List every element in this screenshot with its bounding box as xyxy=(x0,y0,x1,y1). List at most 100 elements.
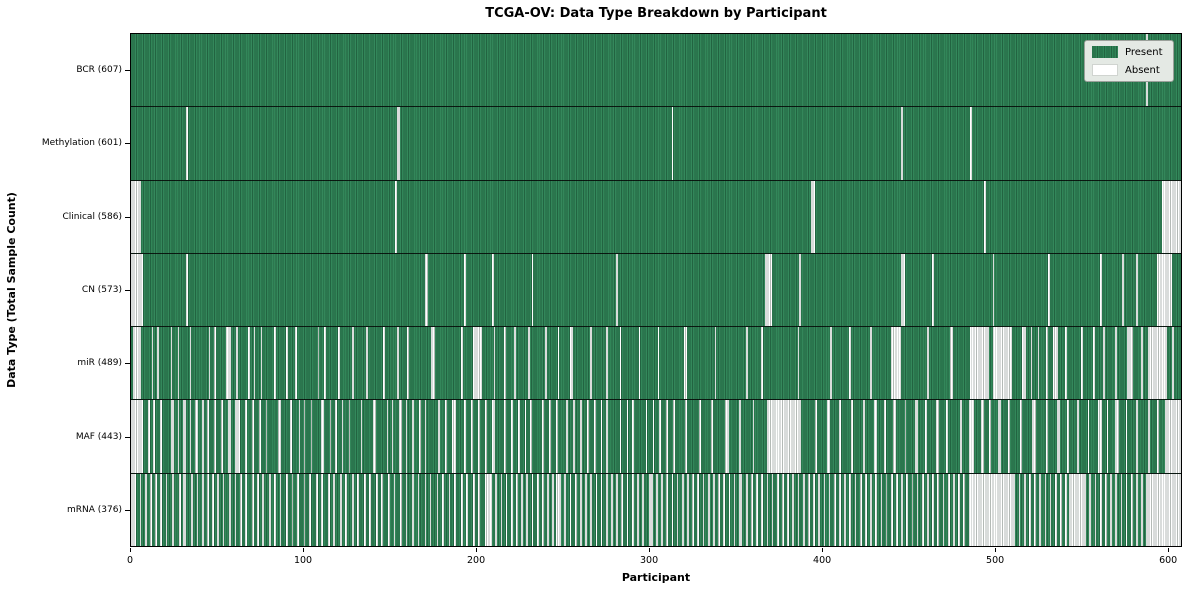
absent-segment xyxy=(265,400,268,473)
absent-segment xyxy=(1053,327,1059,400)
absent-segment xyxy=(1172,327,1175,400)
absent-segment xyxy=(398,400,403,473)
absent-segment xyxy=(718,473,720,546)
absent-segment xyxy=(1127,327,1133,400)
absent-segment xyxy=(692,473,694,546)
x-tick-mark xyxy=(476,548,477,552)
absent-segment xyxy=(1046,327,1048,400)
absent-segment xyxy=(277,400,282,473)
absent-segment xyxy=(657,327,660,400)
absent-segment xyxy=(510,473,513,546)
absent-segment xyxy=(1106,400,1109,473)
absent-segment xyxy=(619,327,622,400)
absent-segment xyxy=(338,327,340,400)
absent-segment xyxy=(478,473,480,546)
absent-segment xyxy=(1120,473,1123,546)
absent-segment xyxy=(529,400,532,473)
absent-segment xyxy=(1018,473,1021,546)
absent-segment xyxy=(813,473,815,546)
absent-segment xyxy=(870,473,872,546)
absent-segment xyxy=(761,327,764,400)
absent-segment xyxy=(946,400,948,473)
absent-segment xyxy=(206,400,209,473)
absent-segment xyxy=(586,400,589,473)
absent-segment xyxy=(177,400,180,473)
absent-segment xyxy=(787,473,789,546)
absent-segment xyxy=(1105,473,1107,546)
absent-segment xyxy=(833,473,836,546)
absent-segment xyxy=(274,327,277,400)
absent-segment xyxy=(671,107,674,180)
absent-segment xyxy=(320,400,325,473)
absent-segment xyxy=(531,253,534,327)
y-tick-mark xyxy=(125,143,130,144)
absent-segment xyxy=(419,400,422,473)
legend-item-absent: Absent xyxy=(1092,64,1166,76)
absent-segment xyxy=(854,473,857,546)
absent-segment xyxy=(590,473,593,546)
absent-segment xyxy=(904,400,907,473)
x-tick-mark xyxy=(995,548,996,552)
absent-segment xyxy=(756,473,758,546)
absent-segment xyxy=(526,473,529,546)
absent-segment xyxy=(573,400,575,473)
present-swatch-icon xyxy=(1092,46,1118,58)
absent-segment xyxy=(360,400,363,473)
absent-segment xyxy=(417,473,420,546)
absent-segment xyxy=(750,473,753,546)
absent-segment xyxy=(626,400,629,473)
absent-segment xyxy=(156,327,159,400)
absent-segment xyxy=(830,327,833,400)
absent-segment xyxy=(510,400,513,473)
absent-segment xyxy=(992,327,1012,400)
absent-segment xyxy=(279,473,282,546)
absent-segment xyxy=(131,253,144,327)
absent-segment xyxy=(504,400,506,473)
absent-segment xyxy=(947,473,950,546)
chart-title: TCGA-OV: Data Type Breakdown by Particip… xyxy=(485,6,827,21)
absent-segment xyxy=(595,473,598,546)
legend-label-present: Present xyxy=(1125,46,1163,58)
absent-segment xyxy=(341,400,344,473)
absent-segment xyxy=(504,327,506,400)
absent-segment xyxy=(295,327,297,400)
absent-segment xyxy=(352,473,354,546)
absent-segment xyxy=(206,473,209,546)
absent-segment xyxy=(849,473,852,546)
absent-segment xyxy=(883,400,886,473)
absent-segment xyxy=(441,473,444,546)
absent-segment xyxy=(600,400,603,473)
absent-segment xyxy=(970,107,973,180)
absent-segment xyxy=(531,473,534,546)
absent-segment xyxy=(797,473,800,546)
x-tick-label: 300 xyxy=(640,555,659,566)
absent-segment xyxy=(1130,473,1133,546)
absent-segment xyxy=(828,473,831,546)
absent-segment xyxy=(485,400,487,473)
absent-segment xyxy=(179,473,182,546)
absent-segment xyxy=(659,400,662,473)
absent-segment xyxy=(251,400,254,473)
absent-segment xyxy=(258,400,261,473)
absent-segment xyxy=(160,400,163,473)
absent-segment xyxy=(844,473,846,546)
absent-segment xyxy=(383,327,385,400)
absent-segment xyxy=(253,327,256,400)
x-tick-mark xyxy=(649,548,650,552)
absent-segment xyxy=(244,473,247,546)
absent-segment xyxy=(452,400,456,473)
absent-segment xyxy=(1023,473,1026,546)
x-tick-label: 400 xyxy=(813,555,832,566)
absent-segment xyxy=(491,400,496,473)
absent-segment xyxy=(745,327,748,400)
absent-segment xyxy=(906,473,909,546)
absent-segment xyxy=(1029,473,1031,546)
absent-segment xyxy=(298,400,301,473)
absent-segment xyxy=(915,400,919,473)
absent-segment xyxy=(149,473,152,546)
absent-segment xyxy=(542,473,544,546)
absent-segment xyxy=(580,473,582,546)
absent-segment xyxy=(201,400,204,473)
absent-segment xyxy=(921,473,924,546)
absent-segment xyxy=(412,400,415,473)
